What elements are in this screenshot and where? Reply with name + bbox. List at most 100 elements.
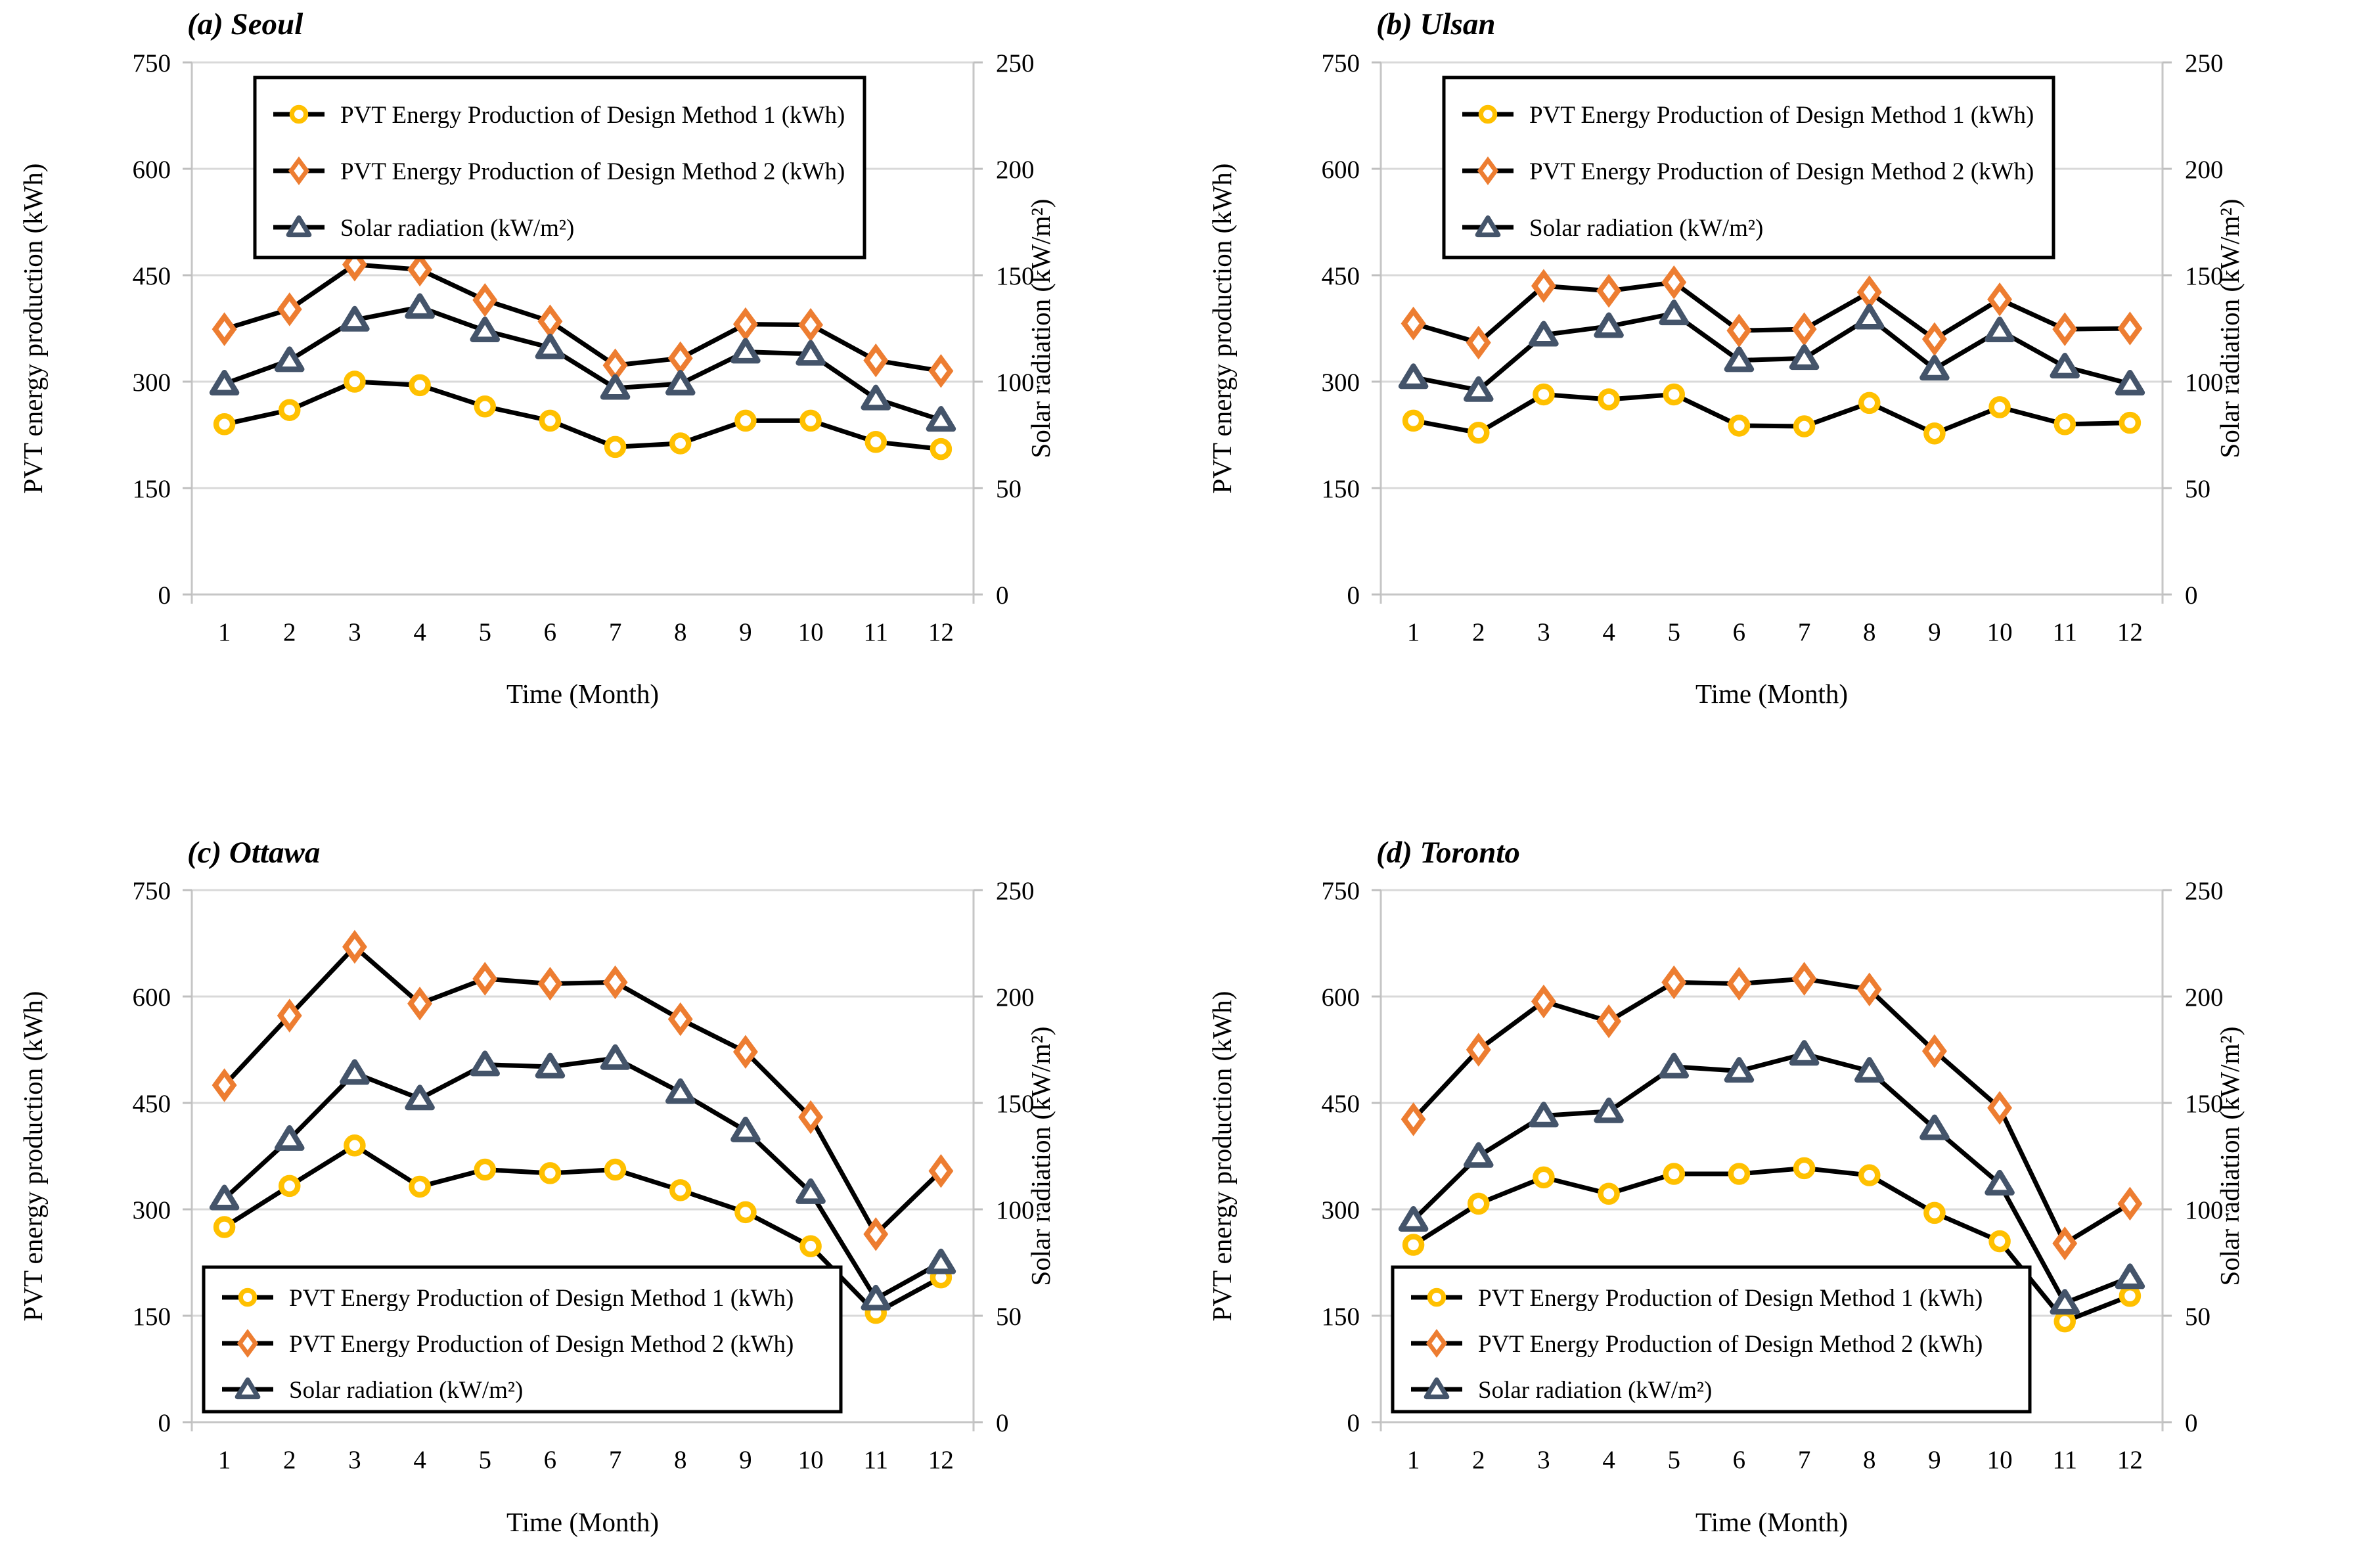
x-axis-tick-label: 11 bbox=[863, 618, 888, 646]
legend-marker-triangle bbox=[286, 215, 312, 238]
data-point-marker-diamond bbox=[1921, 322, 1947, 356]
series-line bbox=[223, 1143, 943, 1316]
legend-marker-circle bbox=[1427, 1288, 1447, 1307]
data-point-marker-circle bbox=[799, 409, 822, 432]
x-axis-tick-label: 12 bbox=[2117, 1446, 2143, 1474]
data-point-marker-circle bbox=[1402, 1234, 1425, 1256]
data-point-marker-circle bbox=[1793, 415, 1816, 437]
data-point-marker-triangle bbox=[1724, 346, 1755, 372]
data-point-marker-circle bbox=[1858, 1164, 1881, 1186]
legend-entry-label: Solar radiation (kW/m²) bbox=[289, 1377, 523, 1404]
legend-box bbox=[1442, 76, 2055, 259]
data-point-marker-circle bbox=[669, 432, 692, 455]
x-axis-tick-label: 2 bbox=[283, 1446, 296, 1474]
data-point-marker-triangle bbox=[209, 369, 240, 395]
x-axis-tick-label: 2 bbox=[1472, 618, 1485, 646]
x-axis-tick-label: 6 bbox=[544, 618, 557, 646]
legend: PVT Energy Production of Design Method 1… bbox=[1391, 1265, 2032, 1414]
data-point-marker-diamond bbox=[407, 252, 433, 287]
x-axis-tick-label: 7 bbox=[1798, 618, 1811, 646]
x-axis-tick-label: 9 bbox=[1928, 618, 1941, 646]
x-axis-title: Time (Month) bbox=[506, 1507, 659, 1537]
left-axis-tick-label: 750 bbox=[133, 49, 171, 78]
left-axis-tick-label: 150 bbox=[133, 1303, 171, 1331]
data-point-marker-triangle bbox=[1919, 355, 1950, 381]
data-point-marker-diamond bbox=[928, 354, 954, 388]
x-axis-tick-label: 10 bbox=[1987, 1446, 2013, 1474]
left-axis-tick-label: 750 bbox=[1322, 49, 1360, 78]
data-point-marker-diamond bbox=[407, 987, 433, 1021]
legend-marker-diamond bbox=[236, 1329, 259, 1358]
series-line bbox=[223, 379, 941, 452]
data-point-marker-triangle bbox=[926, 1248, 956, 1274]
data-point-marker-triangle bbox=[861, 1284, 891, 1310]
legend-entry-label: PVT Energy Production of Design Method 1… bbox=[289, 1285, 794, 1312]
series-line bbox=[1412, 1165, 2131, 1324]
left-axis-title: PVT energy production (kWh) bbox=[18, 164, 48, 494]
right-axis-tick-label: 50 bbox=[2185, 1303, 2210, 1331]
x-axis-tick-label: 4 bbox=[413, 618, 426, 646]
legend-box bbox=[1391, 1265, 2032, 1414]
data-point-marker-circle bbox=[1923, 422, 1946, 445]
data-point-marker-diamond bbox=[863, 343, 889, 378]
data-point-marker-triangle bbox=[1529, 1102, 1559, 1128]
data-point-marker-diamond bbox=[1401, 306, 1426, 341]
left-axis-tick-label: 600 bbox=[133, 156, 171, 184]
right-axis-tick-label: 0 bbox=[996, 581, 1009, 610]
x-axis-title: Time (Month) bbox=[506, 679, 659, 709]
data-point-marker-diamond bbox=[602, 965, 628, 1000]
legend-entry: PVT Energy Production of Design Method 2… bbox=[1462, 156, 2034, 185]
data-point-marker-circle bbox=[669, 1179, 692, 1201]
right-axis-tick-label: 250 bbox=[996, 49, 1035, 78]
legend: PVT Energy Production of Design Method 1… bbox=[202, 1265, 843, 1414]
x-axis-tick-label: 3 bbox=[348, 1446, 361, 1474]
data-point-marker-circle bbox=[1923, 1201, 1946, 1224]
x-axis-tick-label: 3 bbox=[1537, 1446, 1550, 1474]
left-axis-tick-label: 0 bbox=[1347, 581, 1360, 610]
x-axis-tick-label: 5 bbox=[479, 618, 492, 646]
data-point-marker-triangle bbox=[1854, 1057, 1885, 1083]
x-axis-tick-label: 1 bbox=[218, 1446, 231, 1474]
x-axis-tick-label: 11 bbox=[863, 1446, 888, 1474]
legend-box bbox=[202, 1265, 843, 1414]
x-axis-tick-label: 12 bbox=[2117, 618, 2143, 646]
legend-entry: Solar radiation (kW/m²) bbox=[273, 215, 574, 242]
data-point-marker-diamond bbox=[1791, 312, 1817, 346]
data-point-marker-triangle bbox=[796, 340, 826, 366]
data-point-marker-diamond bbox=[1726, 313, 1752, 347]
x-axis-tick-label: 1 bbox=[1407, 1446, 1420, 1474]
x-axis-tick-label: 11 bbox=[2052, 618, 2077, 646]
right-axis-tick-label: 150 bbox=[2185, 1090, 2224, 1118]
right-axis-tick-label: 100 bbox=[2185, 369, 2224, 397]
right-axis-tick-label: 50 bbox=[996, 475, 1021, 503]
x-axis-tick-label: 7 bbox=[609, 618, 622, 646]
x-axis-tick-label: 6 bbox=[1733, 618, 1746, 646]
legend-entry-label: Solar radiation (kW/m²) bbox=[1478, 1377, 1712, 1404]
panel-title: (d) Toronto bbox=[1376, 836, 1520, 870]
data-point-marker-circle bbox=[864, 431, 887, 453]
panel-cell-ottawa: 0 150 300 450 600 750 0 50 100 150 200 250 1 2 3 4 5 6 7 8 9… bbox=[0, 784, 1189, 1568]
legend-entry: Solar radiation (kW/m²) bbox=[222, 1377, 523, 1404]
data-point-marker-diamond bbox=[537, 966, 563, 1001]
x-axis-tick-label: 2 bbox=[283, 618, 296, 646]
left-axis-tick-label: 300 bbox=[133, 369, 171, 397]
x-axis-tick-label: 1 bbox=[218, 618, 231, 646]
data-point-marker-triangle bbox=[730, 1116, 761, 1142]
data-point-marker-circle bbox=[1598, 388, 1620, 411]
data-point-marker-diamond bbox=[2117, 311, 2143, 346]
data-point-marker-circle bbox=[2053, 413, 2076, 436]
legend-entry: PVT Energy Production of Design Method 2… bbox=[222, 1329, 794, 1358]
left-axis-tick-label: 450 bbox=[1322, 262, 1360, 290]
x-axis-tick-label: 2 bbox=[1472, 1446, 1485, 1474]
x-axis-title: Time (Month) bbox=[1695, 1507, 1848, 1537]
data-point-marker-circle bbox=[474, 1158, 496, 1181]
right-axis-title: Solar radiation (kW/m²) bbox=[1025, 1027, 1056, 1286]
left-axis-title: PVT energy production (kWh) bbox=[18, 991, 48, 1322]
data-point-marker-diamond bbox=[1596, 1004, 1622, 1039]
data-point-marker-triangle bbox=[1659, 300, 1689, 326]
data-point-marker-diamond bbox=[277, 292, 302, 326]
data-point-marker-diamond bbox=[863, 1217, 889, 1251]
data-point-marker-diamond bbox=[667, 341, 693, 376]
